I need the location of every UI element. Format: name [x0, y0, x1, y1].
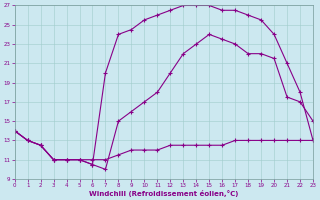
X-axis label: Windchill (Refroidissement éolien,°C): Windchill (Refroidissement éolien,°C) [89, 190, 238, 197]
